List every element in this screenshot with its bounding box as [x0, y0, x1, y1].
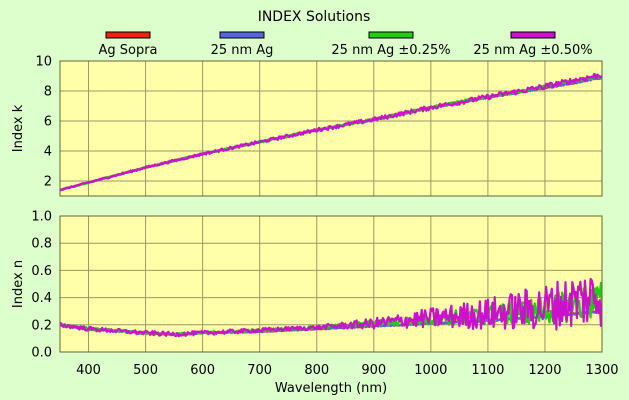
x-tick-label: 900	[361, 363, 386, 378]
legend-label-25-nm-ag-pm-0-25: 25 nm Ag ±0.25%	[331, 43, 450, 58]
y-tick-label: 0.0	[31, 346, 52, 361]
legend-swatch-25-nm-ag-pm-0-50	[510, 31, 556, 39]
plot-frame	[59, 215, 603, 353]
y-tick-label: 6	[44, 115, 52, 130]
x-tick-label: 1300	[585, 363, 618, 378]
x-tick-label: 1000	[414, 363, 447, 378]
y-tick-label: 0.2	[31, 318, 52, 333]
x-axis-label: Wavelength (nm)	[275, 381, 387, 396]
y-axis-label: Index k	[11, 104, 26, 152]
x-tick-label: 700	[247, 363, 272, 378]
series-line-25-nm-ag-pm-0-50	[60, 72, 602, 192]
panel-index-n: 0.0 0.2 0.4 0.6 0.8 1.0 Index n 400 500 600 700 800…	[11, 210, 619, 379]
legend: Ag Sopra 25 nm Ag 25 nm Ag ±0.25% 25 nm Ag …	[98, 31, 593, 58]
panel-index-k: 2 4 6 8 10 Index k	[11, 55, 603, 197]
x-tick-label: 500	[133, 363, 158, 378]
x-tick-label: 1100	[471, 363, 504, 378]
series-group	[60, 72, 602, 192]
y-tick-label: 1.0	[31, 210, 52, 225]
legend-label-ag-sopra: Ag Sopra	[98, 43, 157, 58]
legend-swatch-ag-sopra	[105, 31, 151, 39]
series-group	[60, 277, 602, 338]
x-tick-label: 800	[304, 363, 329, 378]
y-tick-label: 0.4	[31, 291, 52, 306]
legend-label-25-nm-ag-pm-0-50: 25 nm Ag ±0.50%	[473, 43, 592, 58]
legend-swatch-25-nm-ag	[219, 31, 265, 39]
chart-title: INDEX Solutions	[258, 9, 371, 25]
x-tick-label: 1200	[528, 363, 561, 378]
y-tick-label: 8	[44, 85, 52, 100]
x-tick-label: 400	[76, 363, 101, 378]
legend-label-25-nm-ag: 25 nm Ag	[211, 43, 274, 58]
plot-frame	[59, 60, 603, 197]
x-tick-label: 600	[190, 363, 215, 378]
y-tick-label: 2	[44, 175, 52, 190]
y-tick-label: 0.8	[31, 237, 52, 252]
y-tick-label: 10	[35, 55, 52, 70]
legend-swatch-25-nm-ag-pm-0-25	[368, 31, 414, 39]
y-tick-label: 4	[44, 145, 52, 160]
series-line-25-nm-ag-pm-0-50	[60, 277, 602, 338]
y-axis-label: Index n	[11, 260, 26, 308]
y-tick-label: 0.6	[31, 264, 52, 279]
